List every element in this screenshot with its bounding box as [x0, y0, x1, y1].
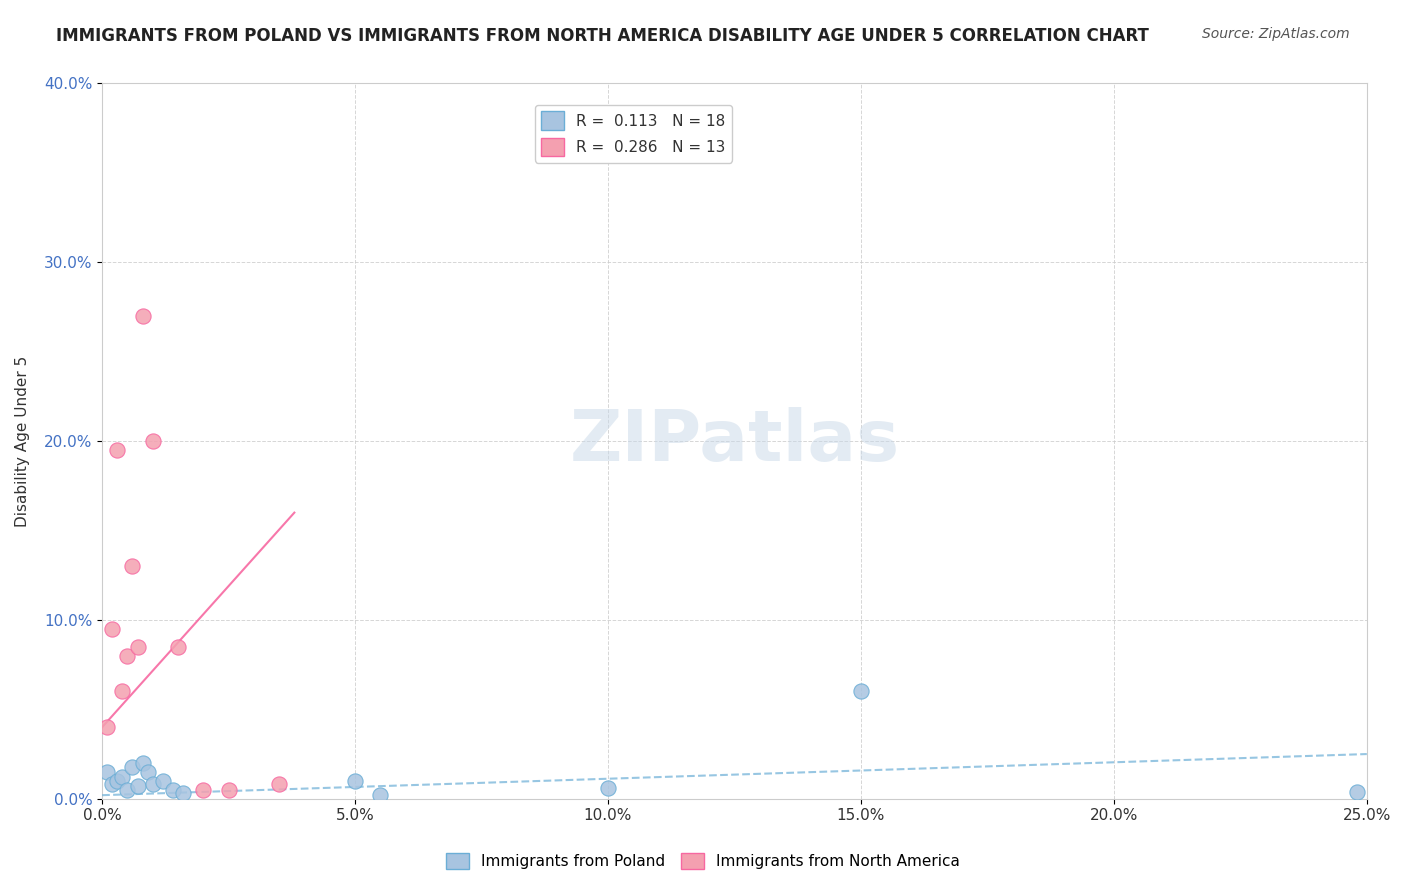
Point	[152, 773, 174, 788]
Point	[136, 764, 159, 779]
Point	[142, 777, 165, 791]
Point	[105, 443, 128, 458]
Text: Source: ZipAtlas.com: Source: ZipAtlas.com	[1202, 27, 1350, 41]
Point	[849, 684, 872, 698]
Legend: R =  0.113   N = 18, R =  0.286   N = 13: R = 0.113 N = 18, R = 0.286 N = 13	[534, 105, 731, 162]
Point	[111, 684, 134, 698]
Text: IMMIGRANTS FROM POLAND VS IMMIGRANTS FROM NORTH AMERICA DISABILITY AGE UNDER 5 C: IMMIGRANTS FROM POLAND VS IMMIGRANTS FRO…	[56, 27, 1149, 45]
Point	[117, 782, 139, 797]
Y-axis label: Disability Age Under 5: Disability Age Under 5	[15, 356, 30, 526]
Point	[127, 779, 149, 793]
Point	[121, 759, 143, 773]
Point	[218, 782, 240, 797]
Legend: Immigrants from Poland, Immigrants from North America: Immigrants from Poland, Immigrants from …	[440, 847, 966, 875]
Point	[172, 786, 194, 800]
Point	[101, 777, 124, 791]
Point	[193, 782, 215, 797]
Point	[121, 559, 143, 574]
Point	[117, 648, 139, 663]
Point	[370, 788, 392, 802]
Point	[101, 622, 124, 636]
Point	[127, 640, 149, 654]
Point	[167, 640, 190, 654]
Point	[131, 309, 153, 323]
Point	[344, 773, 367, 788]
Point	[111, 770, 134, 784]
Point	[131, 756, 153, 770]
Point	[96, 764, 118, 779]
Point	[105, 773, 128, 788]
Point	[1346, 784, 1368, 798]
Point	[162, 782, 184, 797]
Text: ZIPatlas: ZIPatlas	[569, 407, 900, 475]
Point	[596, 780, 619, 795]
Point	[96, 720, 118, 734]
Point	[142, 434, 165, 449]
Point	[269, 777, 291, 791]
